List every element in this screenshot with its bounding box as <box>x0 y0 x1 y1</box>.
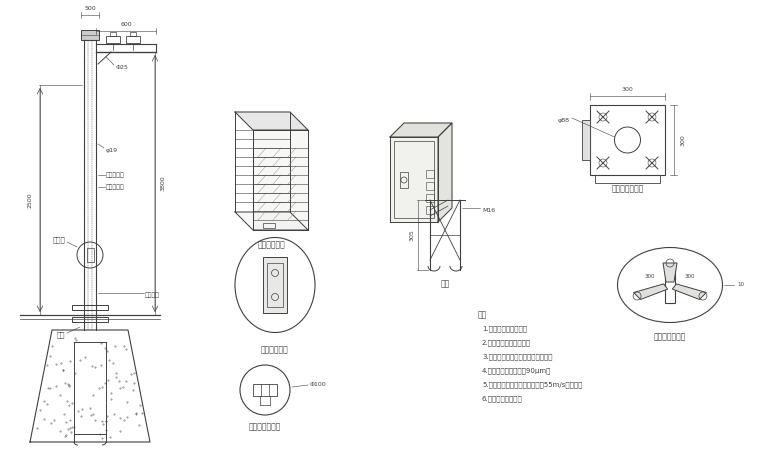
Bar <box>72 305 108 310</box>
Text: 2.上下法兰加强筋连接。: 2.上下法兰加强筋连接。 <box>482 340 531 346</box>
Polygon shape <box>390 137 438 222</box>
Text: 4.钢管镀锌锌层厚护为90μm。: 4.钢管镀锌锌层厚护为90μm。 <box>482 368 551 374</box>
Text: Φ25: Φ25 <box>116 64 129 70</box>
Text: 维修孔放大图: 维修孔放大图 <box>261 345 289 354</box>
Bar <box>126 36 140 43</box>
Bar <box>106 36 120 43</box>
Text: 地笼: 地笼 <box>56 332 65 338</box>
Text: 500: 500 <box>84 6 96 10</box>
Bar <box>87 248 93 262</box>
Text: 300: 300 <box>685 274 695 280</box>
Bar <box>582 120 590 160</box>
Polygon shape <box>235 212 308 230</box>
Text: 底座法兰: 底座法兰 <box>145 292 160 298</box>
Text: 10: 10 <box>737 282 744 288</box>
Polygon shape <box>235 112 308 130</box>
Bar <box>595 175 660 183</box>
Polygon shape <box>253 130 308 230</box>
Text: Φ100: Φ100 <box>310 383 327 387</box>
Text: 维修孔: 维修孔 <box>52 237 65 243</box>
Text: φ19: φ19 <box>106 148 118 152</box>
Text: 300: 300 <box>644 274 655 280</box>
Bar <box>81 30 99 40</box>
Text: 说明: 说明 <box>478 311 487 320</box>
Polygon shape <box>390 123 452 137</box>
Polygon shape <box>438 123 452 222</box>
Bar <box>263 257 287 313</box>
Text: 2500: 2500 <box>27 192 33 208</box>
Bar <box>110 32 116 36</box>
Bar <box>426 206 434 214</box>
Text: M16: M16 <box>482 207 495 212</box>
Bar <box>426 170 434 178</box>
Bar <box>426 194 434 202</box>
Bar <box>263 223 275 228</box>
Text: 底座法兰正视图: 底座法兰正视图 <box>611 185 644 194</box>
Text: 地笼: 地笼 <box>440 280 450 289</box>
Text: 305: 305 <box>410 229 414 241</box>
Bar <box>130 32 136 36</box>
Text: 6.接管、避雷针可拆: 6.接管、避雷针可拆 <box>482 396 523 402</box>
Bar <box>400 172 408 188</box>
Bar <box>426 182 434 190</box>
Text: 5.立杆、横臂和其它零件应能抗55m/s的风速。: 5.立杆、横臂和其它零件应能抗55m/s的风速。 <box>482 382 582 388</box>
Text: φ88: φ88 <box>558 118 570 123</box>
Text: 防水箱放大图: 防水箱放大图 <box>258 241 285 250</box>
Text: 600: 600 <box>120 22 131 26</box>
Text: 上层去色粉: 上层去色粉 <box>106 172 125 178</box>
Bar <box>72 317 108 322</box>
Text: 1.主干为国标镀锌管。: 1.主干为国标镀锌管。 <box>482 326 527 332</box>
Polygon shape <box>673 284 706 299</box>
Text: 底座法兰放大图: 底座法兰放大图 <box>654 332 686 342</box>
Bar <box>590 105 665 175</box>
Bar <box>253 384 277 396</box>
Bar <box>267 263 283 307</box>
Polygon shape <box>634 284 668 299</box>
Bar <box>394 141 434 218</box>
Text: 3800: 3800 <box>160 176 166 191</box>
Text: 桩机法兰放大图: 桩机法兰放大图 <box>249 423 281 431</box>
Text: 300: 300 <box>680 134 686 146</box>
Polygon shape <box>663 263 677 282</box>
Text: 下层银粉色: 下层银粉色 <box>106 184 125 190</box>
Text: 3.喷涂后不再进行任何加工和焊接。: 3.喷涂后不再进行任何加工和焊接。 <box>482 354 553 360</box>
Text: 300: 300 <box>622 86 633 92</box>
Bar <box>665 267 675 303</box>
